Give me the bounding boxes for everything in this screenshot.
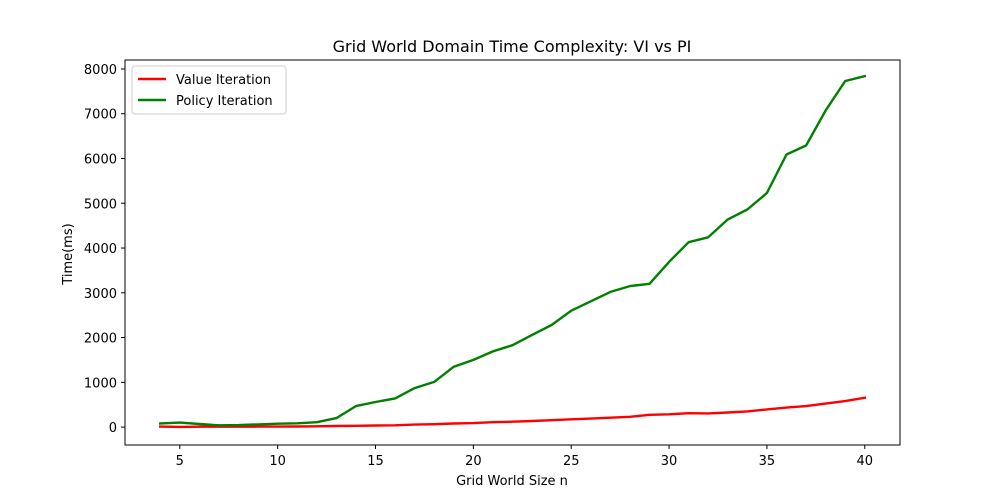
y-tick-label: 2000 <box>84 332 117 347</box>
x-tick-label: 15 <box>367 454 384 469</box>
y-tick-label: 4000 <box>84 242 117 257</box>
y-tick-label: 7000 <box>84 108 117 123</box>
y-tick-label: 5000 <box>84 197 117 212</box>
x-tick-label: 10 <box>269 454 286 469</box>
legend: Value Iteration Policy Iteration <box>131 65 287 115</box>
y-tick-label: 1000 <box>84 376 117 391</box>
series-line-policy-iteration <box>158 74 867 427</box>
series-line-value-iteration <box>158 396 867 429</box>
chart-title: Grid World Domain Time Complexity: VI vs… <box>333 37 692 56</box>
x-tick-label: 25 <box>563 454 580 469</box>
x-tick-label: 5 <box>176 454 184 469</box>
y-tick-label: 0 <box>109 421 117 436</box>
legend-box <box>131 65 287 115</box>
legend-label: Value Iteration <box>176 73 271 88</box>
x-tick-label: 40 <box>856 454 873 469</box>
x-tick-label: 20 <box>465 454 482 469</box>
x-tick-label: 35 <box>759 454 776 469</box>
y-tick-label: 3000 <box>84 287 117 302</box>
y-axis-label: Time(ms) <box>61 223 76 285</box>
x-tick-label: 30 <box>661 454 678 469</box>
x-axis-label: Grid World Size n <box>456 474 568 489</box>
y-tick-label: 8000 <box>84 63 117 78</box>
axes-frame <box>124 59 901 446</box>
legend-label: Policy Iteration <box>176 94 273 109</box>
y-tick-label: 6000 <box>84 152 117 167</box>
